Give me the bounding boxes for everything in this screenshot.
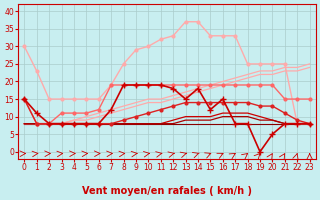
X-axis label: Vent moyen/en rafales ( km/h ): Vent moyen/en rafales ( km/h )	[82, 186, 252, 196]
